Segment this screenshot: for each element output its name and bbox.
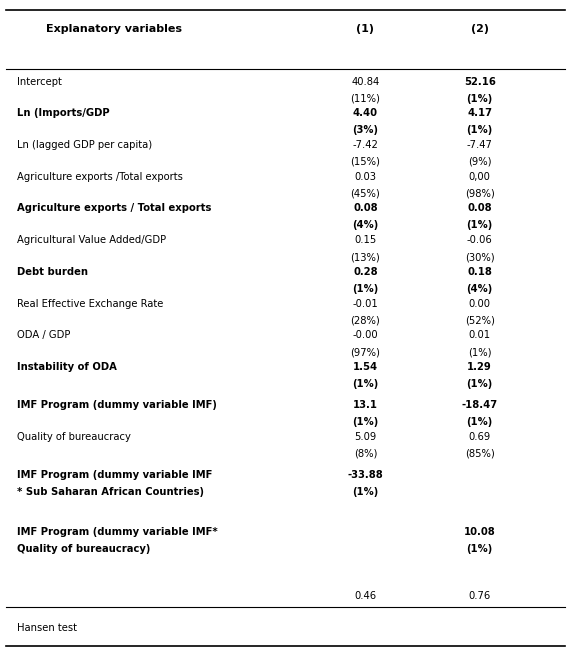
Text: 0.69: 0.69 [469,432,490,442]
Text: Agriculture exports / Total exports: Agriculture exports / Total exports [17,203,211,213]
Text: (1%): (1%) [467,379,493,389]
Text: (3%): (3%) [352,126,379,135]
Text: 0.15: 0.15 [355,235,376,245]
Text: 4.40: 4.40 [353,108,378,118]
Text: IMF Program (dummy variable IMF): IMF Program (dummy variable IMF) [17,400,217,410]
Text: (1%): (1%) [352,487,379,497]
Text: (45%): (45%) [351,188,380,199]
Text: -18.47: -18.47 [461,400,498,410]
Text: 0.08: 0.08 [467,203,492,213]
Text: (52%): (52%) [465,315,494,326]
Text: -33.88: -33.88 [348,470,383,480]
Text: (15%): (15%) [351,157,380,167]
Text: Real Effective Exchange Rate: Real Effective Exchange Rate [17,298,163,309]
Text: (1%): (1%) [467,417,493,427]
Text: (4%): (4%) [352,220,379,230]
Text: (1%): (1%) [352,379,379,389]
Text: 40.84: 40.84 [351,77,380,86]
Text: 5.09: 5.09 [355,432,376,442]
Text: -0.00: -0.00 [353,330,378,340]
Text: Ln (Imports/GDP: Ln (Imports/GDP [17,108,110,118]
Text: (4%): (4%) [467,284,493,294]
Text: -0.01: -0.01 [352,298,379,309]
Text: 10.08: 10.08 [464,527,496,538]
Text: IMF Program (dummy variable IMF: IMF Program (dummy variable IMF [17,470,212,480]
Text: 13.1: 13.1 [353,400,378,410]
Text: -0.06: -0.06 [467,235,493,245]
Text: Agriculture exports /Total exports: Agriculture exports /Total exports [17,171,183,182]
Text: (1%): (1%) [467,544,493,555]
Text: Ln (lagged GDP per capita): Ln (lagged GDP per capita) [17,140,152,150]
Text: -7.47: -7.47 [467,140,493,150]
Text: Debt burden: Debt burden [17,267,88,277]
Text: (98%): (98%) [465,188,494,199]
Text: (30%): (30%) [465,252,494,262]
Text: (11%): (11%) [351,94,380,103]
Text: * Sub Saharan African Countries): * Sub Saharan African Countries) [17,487,204,497]
Text: (28%): (28%) [351,315,380,326]
Text: Explanatory variables: Explanatory variables [46,24,182,34]
Text: (97%): (97%) [351,347,380,357]
Text: Quality of bureaucracy: Quality of bureaucracy [17,432,131,442]
Text: Agricultural Value Added/GDP: Agricultural Value Added/GDP [17,235,166,245]
Text: (1): (1) [356,24,375,34]
Text: IMF Program (dummy variable IMF*: IMF Program (dummy variable IMF* [17,527,218,538]
Text: 0,00: 0,00 [469,171,490,182]
Text: (1%): (1%) [468,347,492,357]
Text: 0.46: 0.46 [355,591,376,601]
Text: 0.08: 0.08 [353,203,378,213]
Text: (1%): (1%) [467,220,493,230]
Text: (13%): (13%) [351,252,380,262]
Text: Hansen test: Hansen test [17,623,77,633]
Text: (1%): (1%) [352,284,379,294]
Text: (2): (2) [471,24,489,34]
Text: 0.00: 0.00 [469,298,490,309]
Text: 1.29: 1.29 [467,362,492,372]
Text: -7.42: -7.42 [352,140,379,150]
Text: (85%): (85%) [465,449,494,459]
Text: (1%): (1%) [352,417,379,427]
Text: 0.01: 0.01 [469,330,490,340]
Text: Quality of bureaucracy): Quality of bureaucracy) [17,544,151,555]
Text: (1%): (1%) [467,94,493,103]
Text: 4.17: 4.17 [467,108,492,118]
Text: (9%): (9%) [468,157,492,167]
Text: 0.28: 0.28 [353,267,378,277]
Text: 52.16: 52.16 [464,77,496,86]
Text: 0.03: 0.03 [355,171,376,182]
Text: Intercept: Intercept [17,77,62,86]
Text: Instability of ODA: Instability of ODA [17,362,117,372]
Text: (8%): (8%) [354,449,377,459]
Text: (1%): (1%) [467,126,493,135]
Text: ODA / GDP: ODA / GDP [17,330,70,340]
Text: 0.76: 0.76 [469,591,490,601]
Text: 0.18: 0.18 [467,267,492,277]
Text: 1.54: 1.54 [353,362,378,372]
